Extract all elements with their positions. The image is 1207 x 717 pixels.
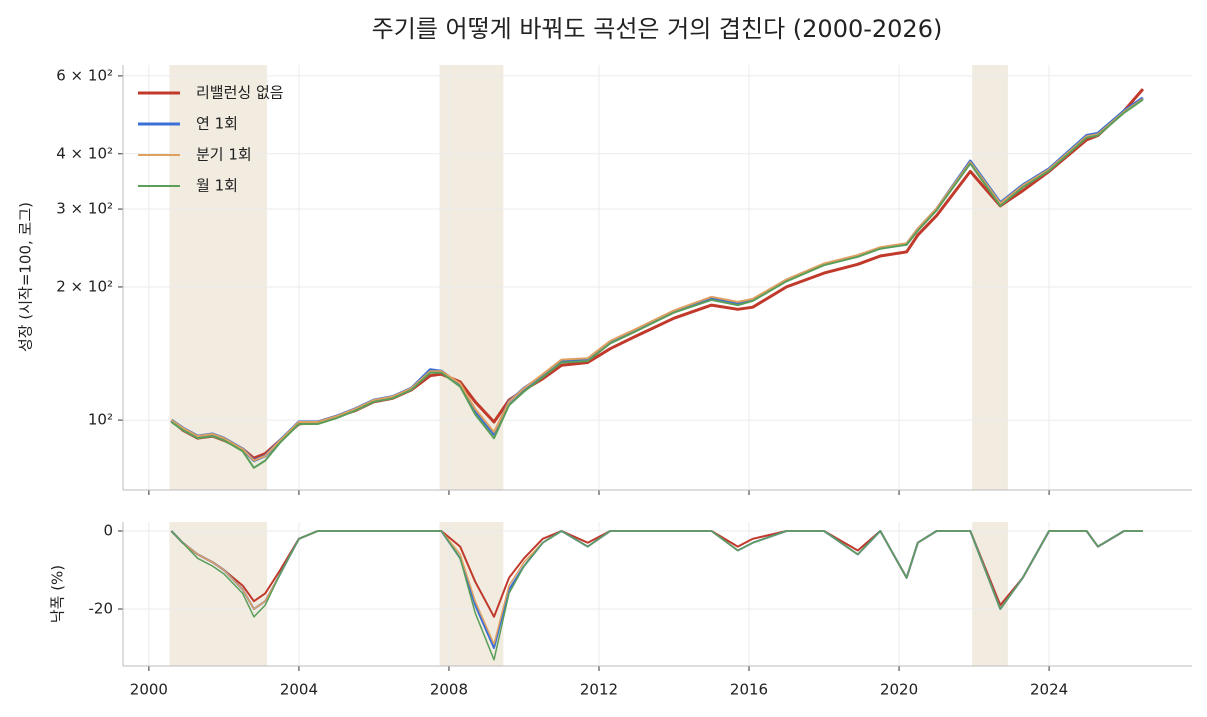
series-line [170, 98, 1144, 462]
legend-label: 분기 1회 [196, 146, 252, 164]
chart-title: 주기를 어떻게 바꿔도 곡선은 거의 겹친다 (2000-2026) [372, 15, 943, 43]
x-tick-label: 2020 [880, 681, 918, 699]
shaded-period [972, 65, 1008, 490]
y-axis-label: 성장 (시작=100, 로그) [17, 202, 35, 352]
legend-label: 월 1회 [196, 177, 238, 195]
x-tick-label: 2000 [130, 681, 168, 699]
y-axis-label: 낙폭 (%) [49, 565, 67, 623]
x-tick-label: 2012 [580, 681, 618, 699]
y-tick-label: 4 × 10² [56, 144, 113, 162]
y-tick-label: 2 × 10² [56, 277, 113, 295]
shaded-period [169, 65, 268, 490]
x-tick-label: 2024 [1030, 681, 1068, 699]
y-tick-label: 10² [88, 411, 113, 429]
y-tick-label: 6 × 10² [56, 66, 113, 84]
legend-label: 연 1회 [196, 115, 238, 133]
legend-label: 리밸런싱 없음 [196, 84, 284, 102]
y-tick-label: 0 [103, 521, 113, 539]
x-tick-label: 2016 [730, 681, 768, 699]
x-tick-label: 2004 [280, 681, 318, 699]
y-tick-label: -20 [89, 600, 114, 618]
series-line [170, 98, 1144, 469]
shaded-period [972, 522, 1008, 666]
x-tick-label: 2008 [430, 681, 468, 699]
series-line [170, 530, 1143, 661]
y-tick-label: 3 × 10² [56, 200, 113, 218]
